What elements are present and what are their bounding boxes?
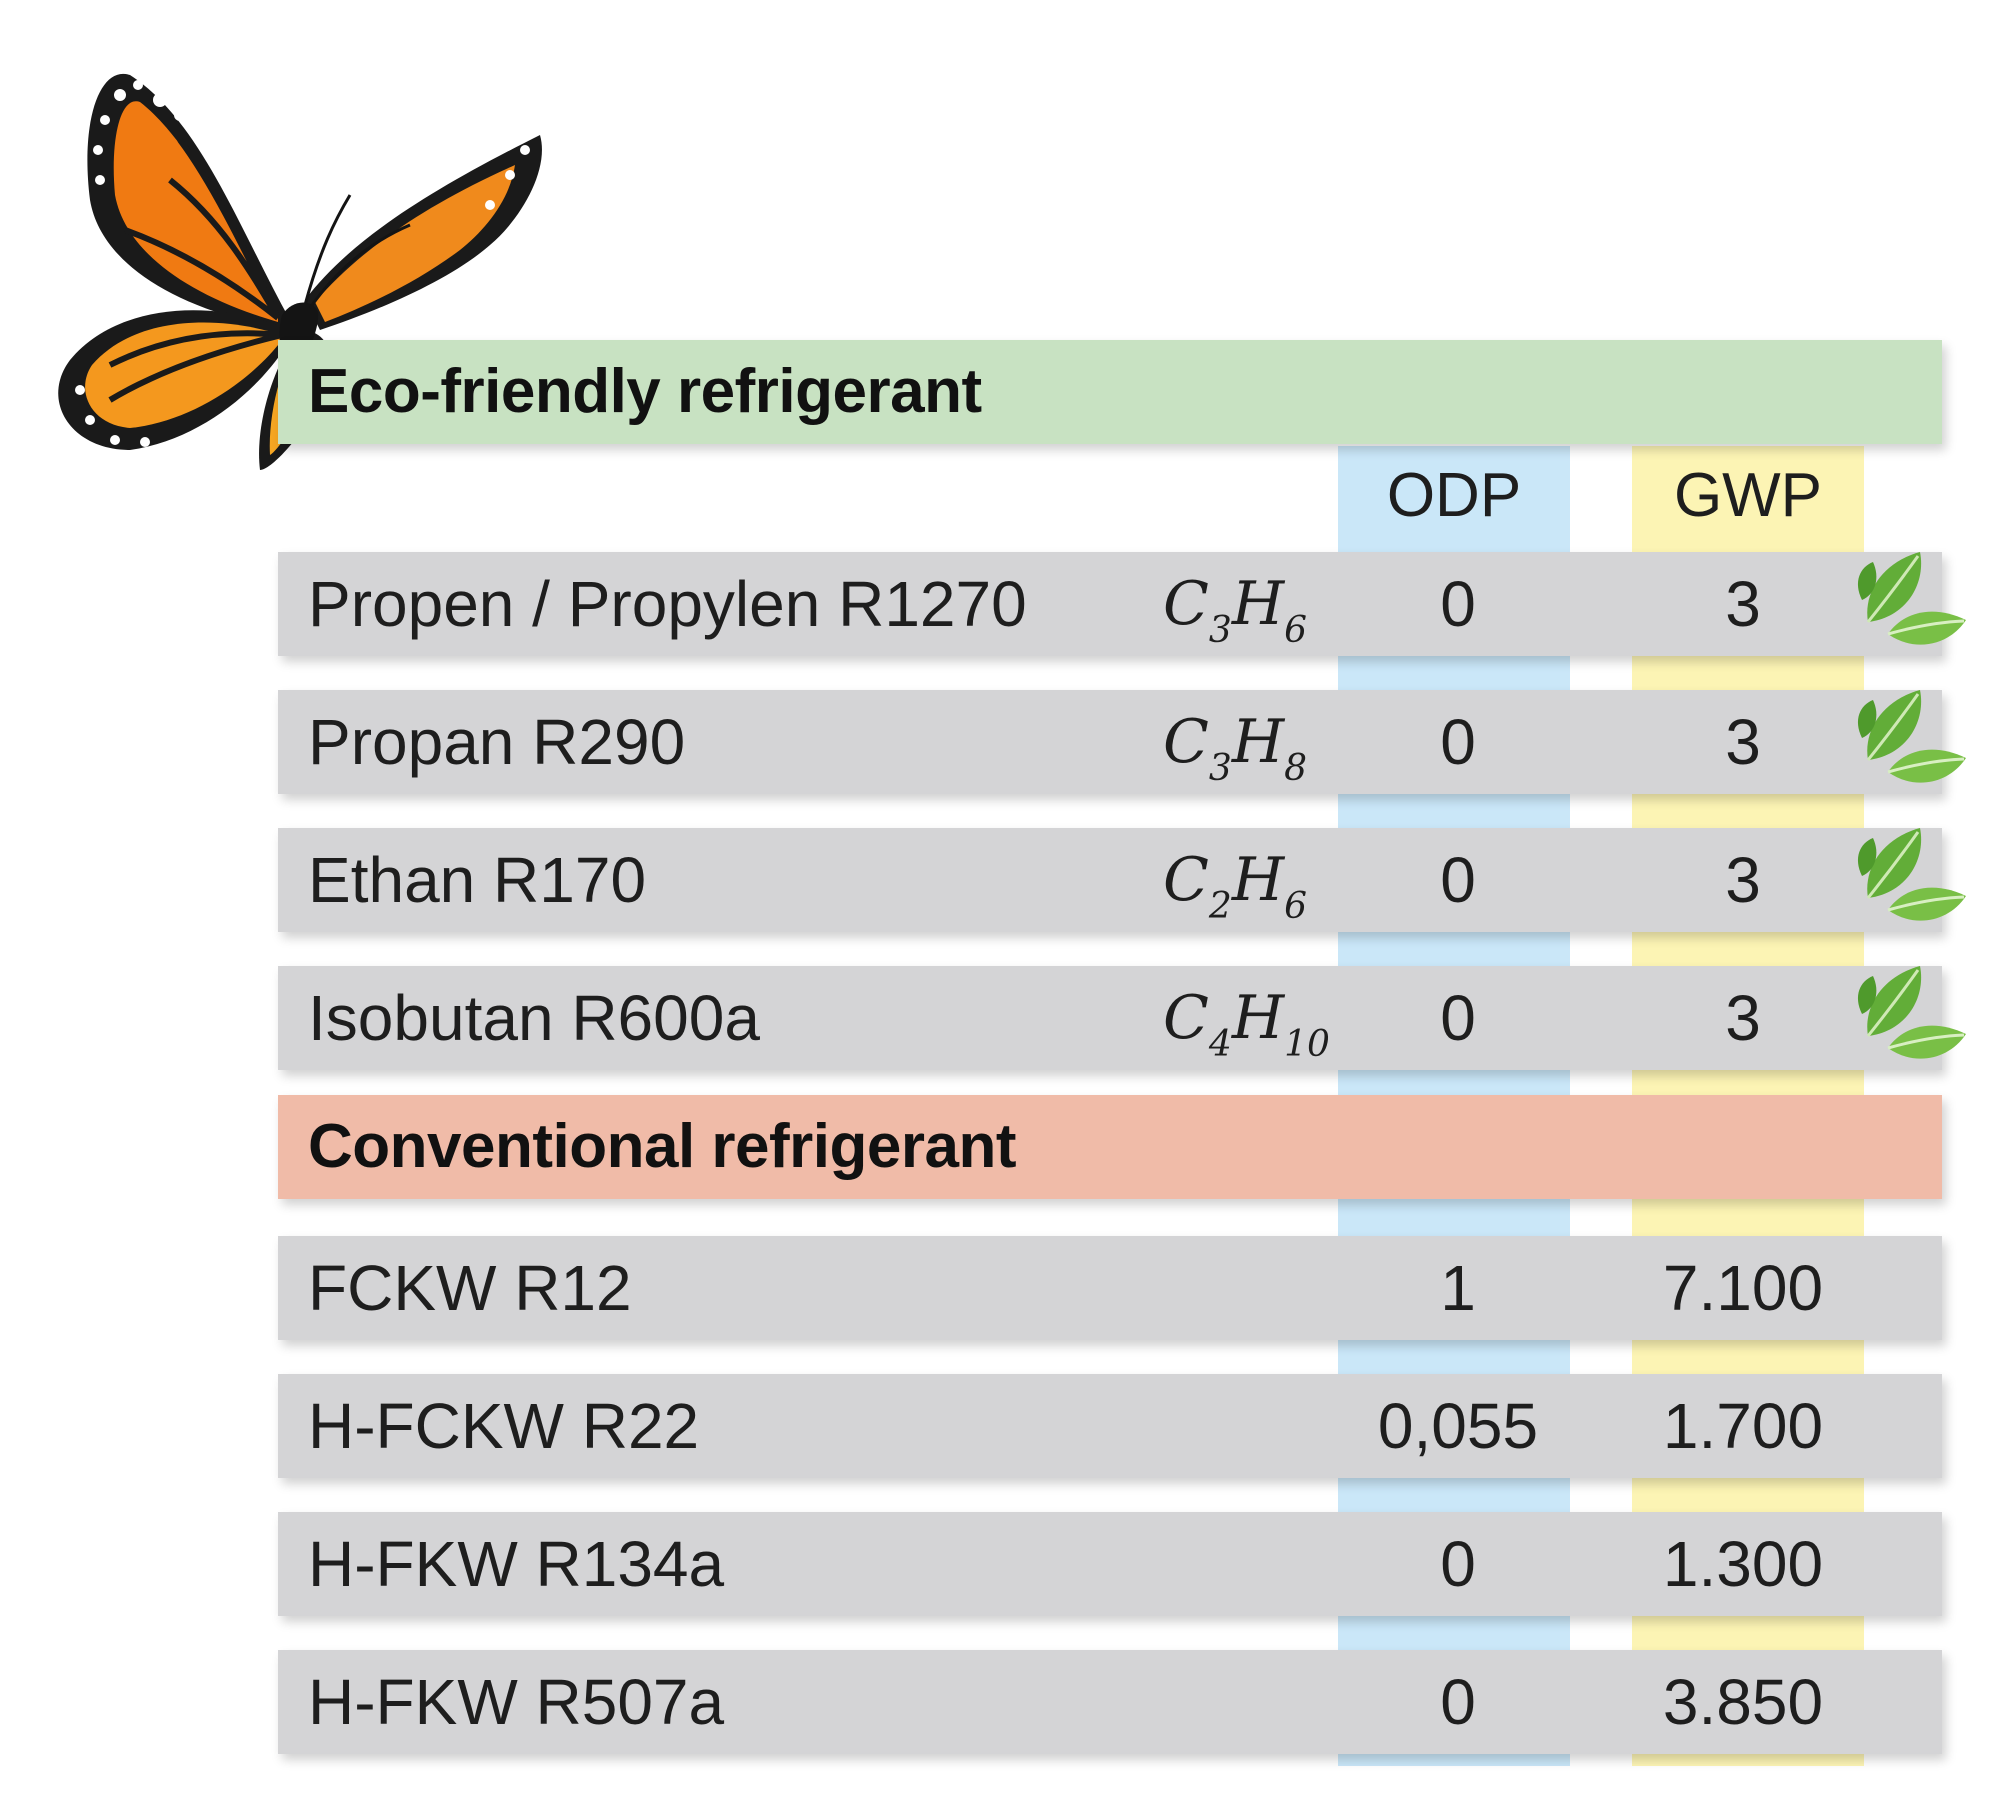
chemical-formula: C2H6 — [1163, 828, 1307, 932]
gwp-value: 1.300 — [1662, 1528, 1824, 1600]
odp-value: 0 — [1440, 844, 1476, 916]
odp-column-header: ODP — [1386, 461, 1522, 530]
gwp-value: 1.700 — [1662, 1390, 1824, 1462]
odp-value: 0 — [1440, 1666, 1476, 1738]
gwp-value: 3 — [1725, 706, 1761, 778]
odp-value: 0,055 — [1377, 1390, 1539, 1462]
formula-carbon: C — [1163, 845, 1209, 915]
gwp-value: 3 — [1725, 982, 1761, 1054]
formula-carbon-count: 2 — [1208, 886, 1232, 927]
formula-carbon-count: 4 — [1208, 1024, 1232, 1065]
table-row: Propan R290 C3H8 0 3 — [278, 690, 1966, 794]
refrigerant-name: Isobutan R600a — [308, 982, 760, 1054]
refrigerant-name: H-FKW R134a — [308, 1528, 725, 1600]
refrigerant-name: Ethan R170 — [308, 844, 647, 916]
formula-hydrogen: H — [1231, 983, 1285, 1053]
gwp-column-header: GWP — [1673, 461, 1823, 530]
table-row: H-FKW R134a 0 1.300 — [278, 1512, 1942, 1616]
refrigerant-name: H-FKW R507a — [308, 1666, 725, 1738]
formula-hydrogen-count: 10 — [1284, 1024, 1330, 1065]
leaf-icon — [1848, 956, 1972, 1080]
formula-hydrogen-count: 8 — [1284, 748, 1308, 789]
formula-hydrogen-count: 6 — [1284, 886, 1308, 927]
table-row: H-FCKW R22 0,055 1.700 — [278, 1374, 1942, 1478]
conventional-section-title: Conventional refrigerant — [308, 1112, 1017, 1181]
gwp-value: 3 — [1725, 844, 1761, 916]
odp-value: 0 — [1440, 568, 1476, 640]
formula-hydrogen-count: 6 — [1284, 610, 1308, 651]
eco-section-title: Eco-friendly refrigerant — [308, 357, 982, 426]
formula-hydrogen: H — [1231, 845, 1285, 915]
odp-value: 1 — [1440, 1252, 1476, 1324]
formula-hydrogen: H — [1231, 707, 1285, 777]
table-row: H-FKW R507a 0 3.850 — [278, 1650, 1942, 1754]
formula-carbon-count: 3 — [1208, 610, 1232, 651]
table-row: Isobutan R600a C4H10 0 3 — [278, 966, 1966, 1070]
eco-section-header: Eco-friendly refrigerant — [278, 340, 1942, 444]
odp-value: 0 — [1440, 982, 1476, 1054]
refrigerant-name: FCKW R12 — [308, 1252, 632, 1324]
gwp-value: 3 — [1725, 568, 1761, 640]
leaf-icon — [1848, 680, 1972, 804]
odp-value: 0 — [1440, 706, 1476, 778]
leaf-icon — [1848, 818, 1972, 942]
refrigerant-name: Propan R290 — [308, 706, 686, 778]
gwp-value: 3.850 — [1662, 1666, 1824, 1738]
formula-carbon-count: 3 — [1208, 748, 1232, 789]
table-row: Ethan R170 C2H6 0 3 — [278, 828, 1966, 932]
formula-carbon: C — [1163, 707, 1209, 777]
formula-carbon: C — [1163, 983, 1209, 1053]
table-row: Propen / Propylen R1270 C3H6 0 3 — [278, 552, 1966, 656]
formula-carbon: C — [1163, 569, 1209, 639]
refrigerant-name: H-FCKW R22 — [308, 1390, 700, 1462]
gwp-value: 7.100 — [1662, 1252, 1824, 1324]
butterfly-icon — [58, 73, 542, 470]
chemical-formula: C3H8 — [1163, 690, 1307, 794]
chemical-formula: C3H6 — [1163, 552, 1307, 656]
conventional-section-header: Conventional refrigerant — [278, 1095, 1942, 1199]
chemical-formula: C4H10 — [1163, 966, 1330, 1070]
leaf-icon — [1848, 542, 1972, 666]
odp-value: 0 — [1440, 1528, 1476, 1600]
refrigerant-name: Propen / Propylen R1270 — [308, 568, 1027, 640]
formula-hydrogen: H — [1231, 569, 1285, 639]
table-row: FCKW R12 1 7.100 — [278, 1236, 1942, 1340]
